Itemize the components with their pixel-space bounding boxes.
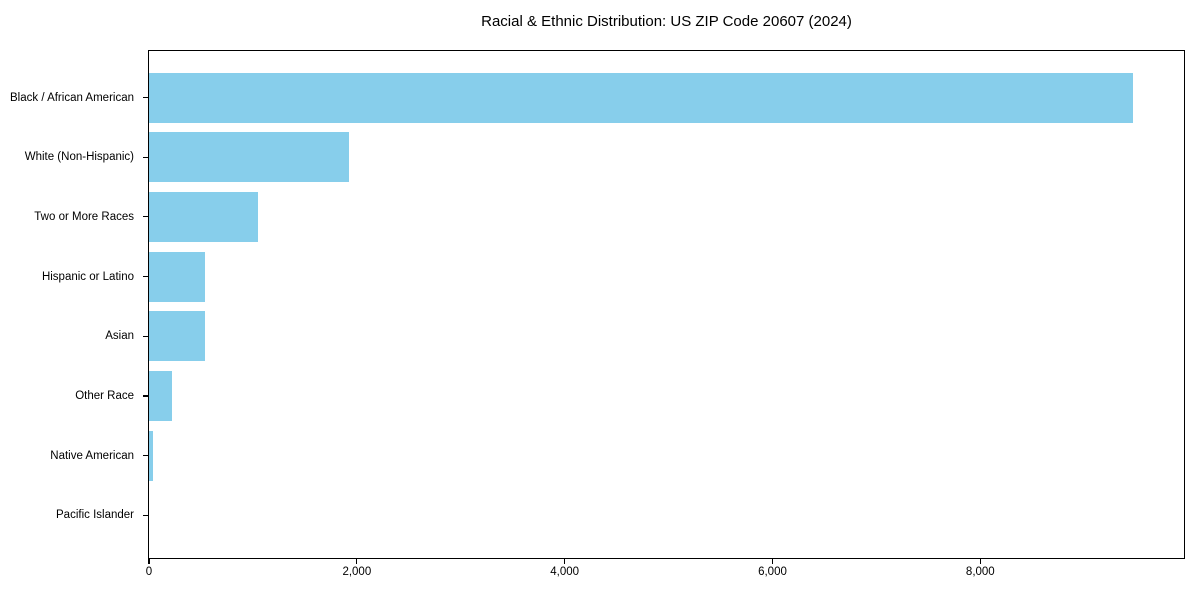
y-tick	[143, 216, 149, 218]
y-axis-label: Native American	[50, 449, 134, 462]
x-tick	[771, 558, 774, 564]
bar	[149, 191, 258, 242]
x-tick-label: 8,000	[965, 566, 995, 578]
y-tick	[143, 455, 149, 457]
plot-area: Black / African American White (Non-Hispa…	[10, 50, 1185, 578]
x-tick	[564, 558, 566, 564]
x-tick	[148, 558, 150, 564]
y-axis-label: Hispanic or Latino	[41, 270, 134, 283]
y-tick	[143, 156, 149, 158]
bar	[149, 371, 172, 421]
x-tick-label: 0	[145, 566, 153, 578]
bar	[149, 72, 1134, 123]
x-tick-label: 4,000	[550, 566, 580, 578]
y-tick	[143, 395, 149, 397]
y-axis-label: Other Race	[75, 390, 134, 402]
bar	[149, 430, 154, 481]
chart-title: Racial & Ethnic Distribution: US ZIP Cod…	[481, 13, 852, 30]
y-tick	[143, 514, 149, 516]
y-axis-label: Black / African American	[10, 91, 134, 104]
x-tick-label: 6,000	[758, 566, 787, 578]
y-tick	[143, 335, 149, 337]
bar	[149, 132, 349, 183]
y-tick	[143, 276, 149, 278]
x-tick-label: 2,000	[342, 566, 372, 578]
y-axis-label: Two or More Races	[34, 210, 134, 223]
y-axis-label: White (Non-Hispanic)	[24, 151, 134, 164]
bar	[149, 311, 205, 362]
y-axis-label: Asian	[105, 330, 134, 343]
y-axis-label: Pacific Islander	[56, 509, 134, 522]
bar	[149, 251, 206, 302]
y-tick	[143, 96, 149, 99]
x-tick	[979, 558, 981, 564]
x-tick	[356, 558, 358, 564]
